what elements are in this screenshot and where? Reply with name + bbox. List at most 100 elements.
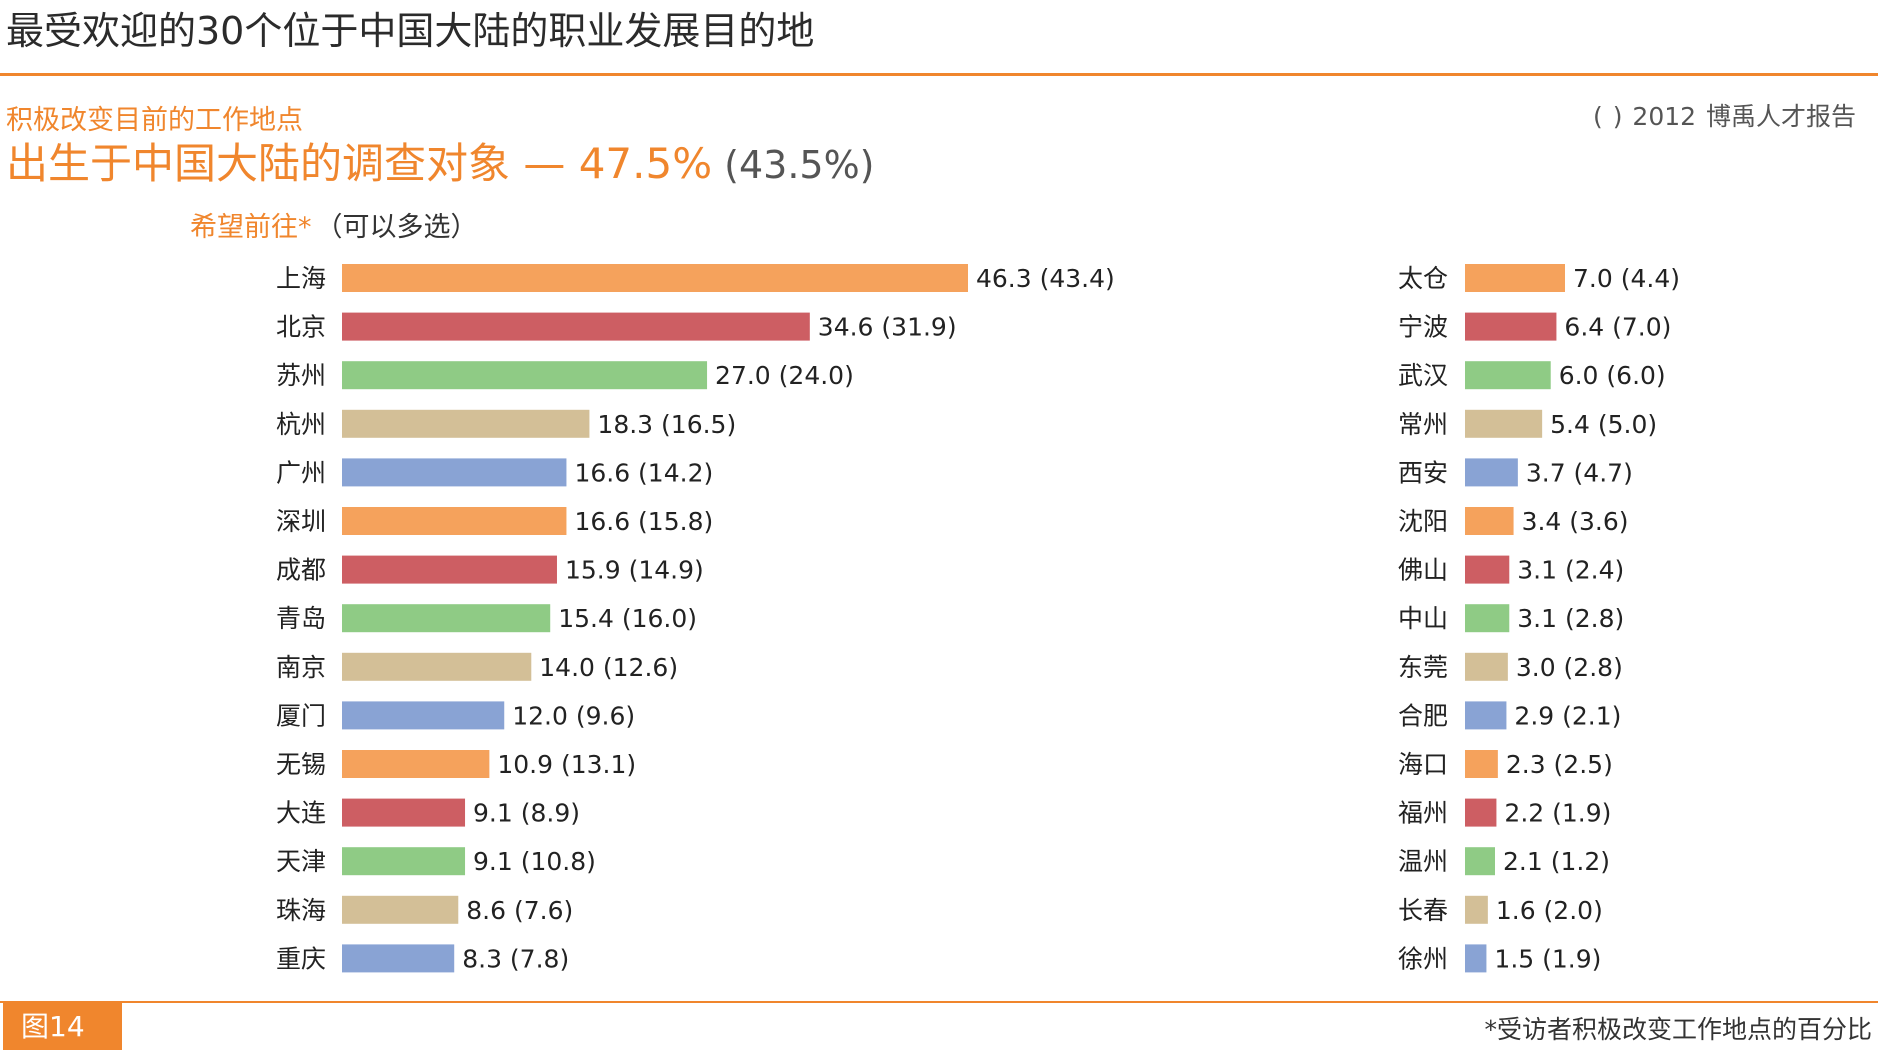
previous-value-label: (7.0) [1604, 313, 1671, 342]
category-label: 沈阳 [1398, 507, 1448, 536]
previous-value-label: (1.2) [1543, 847, 1610, 876]
previous-value-label: (16.0) [614, 604, 697, 633]
bar [342, 507, 567, 535]
bar [342, 458, 567, 487]
bottom-divider [0, 1001, 1878, 1003]
bar [1465, 312, 1557, 341]
previous-value-label: (14.2) [630, 458, 713, 487]
bar [342, 604, 551, 633]
previous-value-label: (4.4) [1613, 264, 1680, 293]
bar [1465, 507, 1514, 535]
wish-label: 希望前往* [190, 212, 312, 243]
data-label: 2.3 (2.5) [1506, 750, 1613, 779]
data-label: 8.3 (7.8) [462, 944, 569, 973]
bar [342, 361, 708, 390]
data-label: 2.2 (1.9) [1504, 799, 1611, 828]
category-label: 深圳 [276, 507, 326, 536]
category-label: 无锡 [276, 750, 326, 779]
bar [1465, 798, 1497, 827]
data-label: 9.1 (8.9) [473, 799, 580, 828]
data-label: 15.4 (16.0) [558, 604, 697, 633]
data-label: 3.0 (2.8) [1516, 653, 1623, 682]
previous-value-label: (2.5) [1546, 750, 1613, 779]
previous-value-label: (43.4) [1032, 264, 1115, 293]
category-label: 苏州 [276, 361, 326, 390]
wish-label-row: 希望前往* （可以多选） [190, 205, 478, 244]
bar [1465, 944, 1487, 973]
page-title: 最受欢迎的30个位于中国大陆的职业发展目的地 [6, 9, 815, 53]
previous-value-label: (4.7) [1566, 458, 1633, 487]
category-label: 成都 [276, 556, 326, 585]
previous-value-label: (7.8) [502, 944, 569, 973]
bar [342, 798, 466, 827]
category-label: 西安 [1398, 458, 1448, 487]
previous-value-label: (10.8) [513, 847, 596, 876]
previous-value-label: (2.0) [1536, 896, 1603, 925]
data-label: 10.9 (13.1) [497, 750, 636, 779]
previous-value-label: (7.6) [506, 896, 573, 925]
data-label: 18.3 (16.5) [597, 410, 736, 439]
previous-value-label: (12.6) [595, 653, 678, 682]
bar [342, 847, 466, 876]
category-label: 常州 [1398, 410, 1448, 439]
data-label: 46.3 (43.4) [976, 264, 1115, 293]
data-label: 3.7 (4.7) [1526, 458, 1633, 487]
category-label: 武汉 [1398, 361, 1448, 390]
category-label: 厦门 [276, 701, 326, 730]
category-label: 天津 [276, 847, 326, 876]
bar [342, 895, 459, 924]
data-label: 3.1 (2.4) [1517, 556, 1624, 585]
previous-value-label: (24.0) [771, 361, 854, 390]
data-label: 2.1 (1.2) [1503, 847, 1610, 876]
data-label: 16.6 (14.2) [574, 458, 713, 487]
top-divider [0, 73, 1878, 76]
category-label: 太仓 [1398, 264, 1448, 293]
chart-subtitle: 积极改变目前的工作地点 [6, 105, 303, 136]
previous-value-label: (15.8) [630, 507, 713, 536]
data-label: 12.0 (9.6) [512, 701, 635, 730]
category-label: 温州 [1398, 847, 1448, 876]
category-label: 海口 [1398, 750, 1448, 779]
bar [1465, 264, 1565, 292]
data-label: 2.9 (2.1) [1514, 701, 1621, 730]
category-label: 福州 [1398, 799, 1448, 828]
bar [1465, 847, 1495, 876]
category-label: 佛山 [1398, 556, 1448, 585]
previous-value-label: (1.9) [1534, 944, 1601, 973]
previous-value-label: (31.9) [873, 313, 956, 342]
category-label: 徐州 [1398, 944, 1448, 973]
previous-value-label: (2.8) [1557, 604, 1624, 633]
category-label: 上海 [276, 264, 326, 293]
previous-value-label: (9.6) [568, 701, 635, 730]
bar [342, 555, 557, 584]
category-label: 重庆 [276, 944, 326, 973]
category-label: 合肥 [1398, 701, 1448, 730]
wish-note: （可以多选） [315, 212, 478, 243]
bar-chart: 上海 46.3 (43.4) 北京 34.6 (31.9) 苏州 27.0 (24.0) 杭… [276, 264, 1680, 973]
data-label: 15.9 (14.9) [565, 556, 704, 585]
data-label: 6.4 (7.0) [1564, 313, 1671, 342]
category-label: 宁波 [1398, 313, 1448, 342]
bar [1465, 409, 1543, 438]
data-label: 6.0 (6.0) [1559, 361, 1666, 390]
bar [342, 652, 532, 681]
bar [342, 701, 505, 730]
data-label: 14.0 (12.6) [539, 653, 678, 682]
source-label: ( ) 2012 博禹人才报告 [1593, 102, 1856, 131]
bar [1465, 555, 1510, 584]
previous-value-label: (14.9) [621, 556, 704, 585]
previous-value-label: (2.4) [1557, 556, 1624, 585]
previous-value-label: (1.9) [1544, 799, 1611, 828]
bar [342, 312, 810, 341]
bar [342, 264, 968, 292]
category-label: 中山 [1398, 604, 1448, 633]
headline-previous: (43.5%) [724, 143, 875, 187]
category-label: 北京 [276, 313, 326, 342]
bar [1465, 652, 1508, 681]
category-label: 青岛 [276, 604, 326, 633]
data-label: 1.6 (2.0) [1496, 896, 1603, 925]
previous-value-label: (6.0) [1598, 361, 1665, 390]
previous-value-label: (2.1) [1554, 701, 1621, 730]
bar [1465, 895, 1488, 924]
data-label: 34.6 (31.9) [818, 313, 957, 342]
